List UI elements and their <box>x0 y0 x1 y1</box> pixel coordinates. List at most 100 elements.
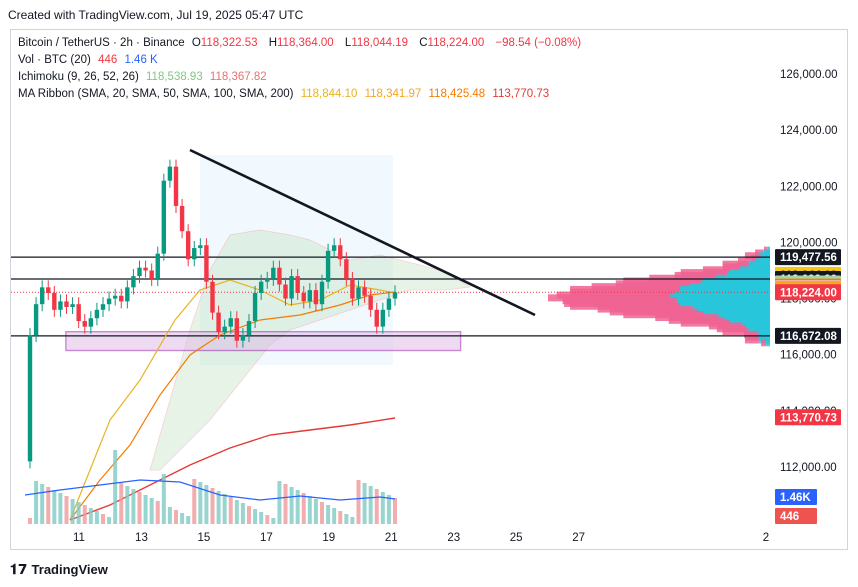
ichimoku-cloud <box>149 229 472 471</box>
candle-body <box>344 259 349 279</box>
legend-volume-row[interactable]: Vol · BTC (20) 446 1.46 K <box>18 52 585 69</box>
candle-body <box>325 250 331 282</box>
ma200-line <box>69 417 396 521</box>
ma200-value: 113,770.73 <box>492 88 550 100</box>
price-label-text: 118,224.00 <box>780 287 837 299</box>
volume-label-text: 1.46K <box>780 492 811 504</box>
volume-bar <box>313 499 318 524</box>
volume-bar <box>107 517 112 524</box>
candle-body <box>228 318 233 327</box>
volume-label: Vol · BTC (20) <box>18 54 91 66</box>
volume-bar <box>234 500 239 524</box>
volume-bar <box>64 496 69 524</box>
candle-body <box>143 267 148 271</box>
price-label-text: 116,672.08 <box>780 331 838 343</box>
chart-legend: Bitcoin / TetherUS · 2h · Binance O118,3… <box>18 35 585 103</box>
volume-bar <box>356 480 361 524</box>
volume-bar <box>344 514 349 524</box>
candle-body <box>125 287 130 302</box>
volume-bar <box>240 503 245 524</box>
volume-bar <box>101 514 105 524</box>
x-axis-tick-label: 11 <box>73 532 85 544</box>
chart-frame <box>10 29 848 550</box>
volume-bar <box>40 484 45 524</box>
volume-bar <box>198 482 203 524</box>
ma20-line <box>69 279 396 521</box>
close-label: C <box>419 37 428 49</box>
candle-body <box>350 278 355 299</box>
x-axis-tick-label: 21 <box>385 532 398 544</box>
volume-value-b: 1.46 K <box>124 54 158 66</box>
candle-body <box>70 304 75 307</box>
volume-bar <box>216 491 221 524</box>
candle-body <box>46 287 51 293</box>
candle-body <box>137 267 142 277</box>
candle-body <box>277 267 282 285</box>
x-axis-tick-label: 15 <box>198 532 211 544</box>
high-label: H <box>268 37 277 49</box>
volume-bar <box>393 498 397 524</box>
legend-ma-row[interactable]: MA Ribbon (SMA, 20, SMA, 50, SMA, 100, S… <box>18 86 585 103</box>
x-axis-tick-label: 19 <box>322 532 335 544</box>
volume-ma-line <box>24 479 396 501</box>
volume-bar <box>386 495 391 524</box>
ichimoku-label: Ichimoku (9, 26, 52, 26) <box>18 71 139 83</box>
candle-body <box>374 309 379 327</box>
volume-label-badge <box>775 489 817 505</box>
volume-bar <box>307 496 312 524</box>
volume-bar <box>88 508 93 524</box>
x-axis-tick-label: 2 <box>763 532 769 544</box>
candle-body <box>33 304 39 336</box>
volume-bar <box>186 516 191 524</box>
candle-body <box>289 276 294 299</box>
volume-label-text: 446 <box>780 511 799 523</box>
volume-bar <box>228 497 233 524</box>
candle-body <box>368 295 373 310</box>
candle-body <box>307 290 313 302</box>
legend-ichimoku-row[interactable]: Ichimoku (9, 26, 52, 26) 118,538.93 118,… <box>18 69 585 86</box>
ma-ribbon-label: MA Ribbon (SMA, 20, SMA, 50, SMA, 100, S… <box>18 88 294 100</box>
ma50-value: 118,341.97 <box>364 88 422 100</box>
candle-body <box>119 295 124 302</box>
candle-body <box>112 295 118 299</box>
volume-bar <box>332 508 337 524</box>
candle-body <box>161 180 167 254</box>
volume-bar <box>155 501 160 524</box>
candle-body <box>204 245 209 282</box>
volume-profile-sell-bar <box>761 339 766 347</box>
price-label-badge <box>775 409 841 426</box>
volume-bar <box>374 489 379 524</box>
candle-body <box>88 318 94 327</box>
tradingview-footer[interactable]: 𝟏𝟳 TradingView <box>10 561 108 578</box>
candle-body <box>240 335 246 341</box>
candle-body <box>76 304 81 322</box>
candle-body <box>338 245 343 260</box>
candle-body <box>313 290 319 305</box>
candle-body <box>27 335 33 462</box>
volume-bar <box>253 509 258 524</box>
candle-body <box>198 245 203 249</box>
volume-bar <box>34 481 39 524</box>
x-axis-tick-label: 17 <box>260 532 273 544</box>
candle-body <box>222 326 227 333</box>
candle-body <box>179 205 185 232</box>
candle-body <box>234 318 240 341</box>
candle-body <box>392 292 398 299</box>
volume-bar <box>350 517 355 524</box>
candle-body <box>52 292 57 310</box>
candle-body <box>362 287 367 296</box>
volume-bar <box>76 502 81 524</box>
volume-bar <box>119 483 124 524</box>
open-label: O <box>191 37 201 49</box>
candle-body <box>331 245 337 251</box>
legend-symbol-row[interactable]: Bitcoin / TetherUS · 2h · Binance O118,3… <box>18 35 585 52</box>
candle-body <box>155 253 160 279</box>
candle-body <box>246 321 252 336</box>
created-with-header: Created with TradingView.com, Jul 19, 20… <box>8 8 304 22</box>
price-label-text: 113,770.73 <box>780 412 837 424</box>
volume-bar <box>174 510 178 524</box>
volume-bar <box>362 483 367 524</box>
volume-bar <box>82 505 87 524</box>
y-axis-tick-label: 126,000.00 <box>780 69 838 81</box>
